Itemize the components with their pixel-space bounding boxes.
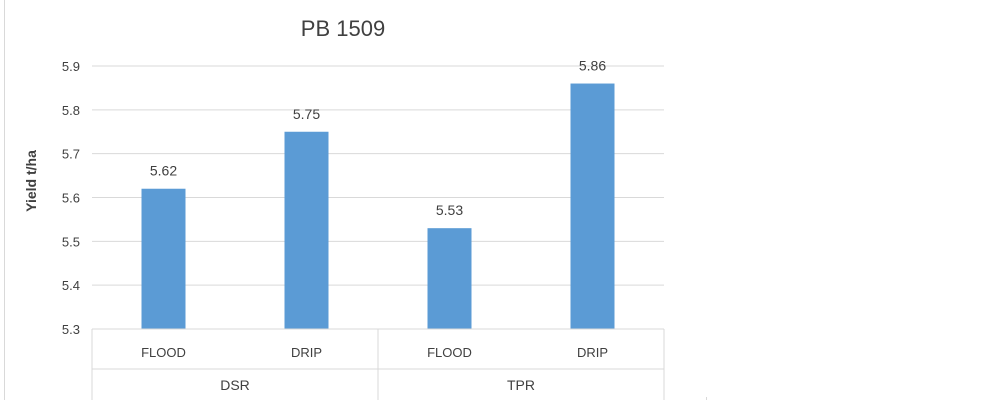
y-tick-label: 5.4 [62, 278, 80, 293]
x-category-label: DRIP [577, 345, 608, 360]
bar [570, 83, 615, 330]
chart-title: PB 1509 [301, 16, 385, 41]
x-group-label: DSR [220, 377, 250, 393]
x-category-label: DRIP [291, 345, 322, 360]
data-label: 5.62 [150, 163, 177, 179]
chart-bottom-tick [706, 397, 707, 400]
bar [284, 131, 329, 329]
x-axis: FLOOD DRIP FLOOD DRIP DSR TPR [91, 328, 665, 400]
bars [141, 83, 615, 330]
data-label: 5.53 [436, 202, 463, 218]
y-tick-labels: 5.3 5.4 5.5 5.6 5.7 5.8 5.9 [62, 59, 80, 337]
y-tick-label: 5.8 [62, 103, 80, 118]
data-label: 5.86 [579, 58, 606, 74]
data-label: 5.75 [293, 106, 320, 122]
y-tick-label: 5.6 [62, 191, 80, 206]
y-tick-label: 5.5 [62, 234, 80, 249]
x-group-label: TPR [507, 377, 535, 393]
x-category-label: FLOOD [427, 345, 472, 360]
x-category-label: FLOOD [141, 345, 186, 360]
bar [141, 188, 186, 329]
data-labels: 5.62 5.75 5.53 5.86 [150, 58, 606, 219]
y-tick-label: 5.3 [62, 322, 80, 337]
y-tick-label: 5.7 [62, 147, 80, 162]
chart-left-border [4, 0, 5, 400]
bar [427, 228, 472, 329]
y-axis-label: Yield t/ha [23, 150, 39, 212]
y-tick-label: 5.9 [62, 59, 80, 74]
